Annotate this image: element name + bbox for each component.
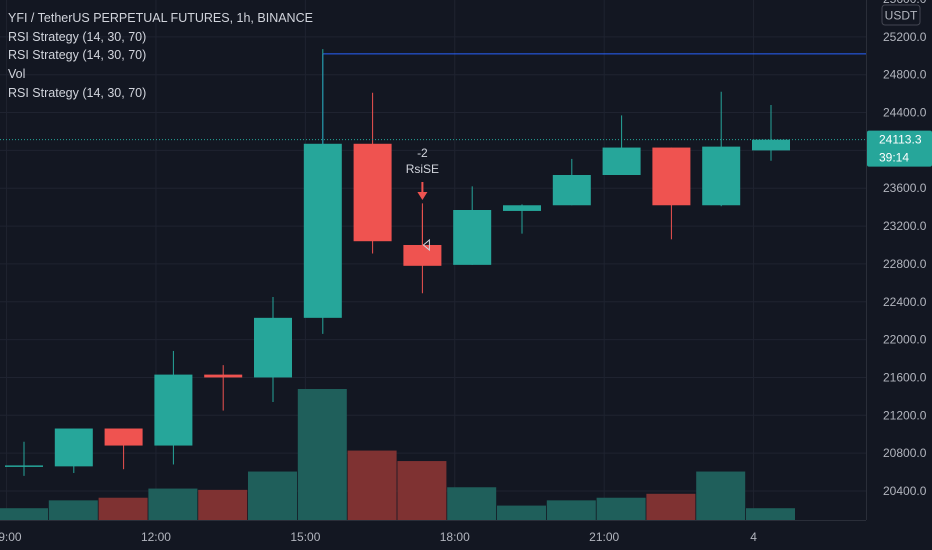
price-tick-label: 24400.0	[883, 106, 927, 120]
volume-bar	[347, 450, 397, 520]
time-axis[interactable]: 09:00 12:00 15:00 18:00 21:00 4	[0, 530, 757, 544]
indicator-vol[interactable]: Vol	[8, 67, 26, 82]
candle-body[interactable]	[54, 428, 93, 467]
volume-bar	[48, 500, 98, 520]
candle-body[interactable]	[104, 428, 143, 446]
signal-value-label: -2	[417, 146, 428, 160]
volume-bar	[397, 461, 447, 520]
price-tick-label: 21200.0	[883, 408, 927, 422]
volume-bar	[447, 487, 497, 520]
strategy-signal: -2 RsiSE	[406, 146, 439, 252]
volume-bar	[297, 389, 347, 520]
currency-label: USDT	[885, 9, 918, 23]
currency-badge-box	[881, 4, 921, 26]
volume-bar	[746, 508, 795, 520]
indicator-rsi-3[interactable]: RSI Strategy (14, 30, 70)	[8, 85, 147, 100]
price-tick-label: 23200.0	[883, 219, 927, 233]
time-tick-label: 4	[750, 530, 757, 544]
price-tick-label: 25200.0	[883, 30, 927, 44]
price-tick-label: 20800.0	[883, 446, 927, 460]
currency-badge[interactable]: USDT	[881, 4, 921, 26]
price-tick-label: 25600.0	[883, 0, 927, 6]
time-tick-label: 09:00	[0, 530, 22, 544]
time-tick-label: 21:00	[589, 530, 619, 544]
volume-bar	[596, 497, 646, 520]
candle-body[interactable]	[5, 465, 43, 467]
price-tick-label: 23600.0	[883, 181, 927, 195]
volume-bar	[148, 488, 198, 520]
last-price-box	[867, 130, 932, 167]
candle-body[interactable]	[503, 205, 541, 211]
chart-legend: YFI / TetherUS PERPETUAL FUTURES, 1h, BI…	[8, 9, 313, 103]
symbol-title[interactable]: YFI / TetherUS PERPETUAL FUTURES, 1h, BI…	[8, 11, 313, 25]
signal-arrow-icon	[417, 192, 428, 200]
indicator-rsi-2[interactable]: RSI Strategy (14, 30, 70)	[8, 48, 147, 63]
volume-bars	[0, 389, 795, 520]
time-tick-label: 18:00	[440, 530, 470, 544]
candle-body[interactable]	[353, 143, 392, 242]
candlesticks[interactable]	[5, 49, 790, 476]
volume-bar	[0, 508, 48, 520]
candle-body[interactable]	[154, 374, 193, 446]
price-axis[interactable]: 20400.0 20800.0 21200.0 21600.0 22000.0 22400…	[883, 0, 927, 498]
time-tick-label: 15:00	[290, 530, 320, 544]
last-price-label: 24113.3	[879, 133, 922, 147]
price-tick-label: 24800.0	[883, 68, 927, 82]
candle-body[interactable]	[652, 147, 691, 206]
time-tick-label: 12:00	[141, 530, 171, 544]
volume-bar	[546, 500, 596, 520]
volume-bar	[98, 497, 148, 520]
candle-body[interactable]	[204, 374, 243, 378]
price-tick-label: 21600.0	[883, 370, 927, 384]
countdown-label: 39:14	[879, 151, 909, 165]
price-tick-label: 22000.0	[883, 333, 927, 347]
volume-bar	[497, 505, 546, 520]
volume-bar	[198, 489, 248, 520]
price-tick-label: 20400.0	[883, 484, 927, 498]
signal-name-label: RsiSE	[406, 162, 439, 176]
signal-pointer-icon	[422, 238, 430, 252]
price-tick-label: 22800.0	[883, 257, 927, 271]
price-tick-label: 22400.0	[883, 295, 927, 309]
candle-body[interactable]	[254, 317, 292, 378]
volume-bar	[646, 493, 696, 520]
indicator-rsi-1[interactable]: RSI Strategy (14, 30, 70)	[8, 29, 147, 44]
last-price-tag: 24113.3 39:14	[867, 130, 932, 167]
volume-bar	[696, 471, 746, 520]
candle-body[interactable]	[303, 143, 342, 318]
volume-bar	[248, 471, 297, 520]
candle-body[interactable]	[453, 209, 492, 265]
candle-body[interactable]	[552, 174, 591, 206]
candle-body[interactable]	[702, 146, 741, 206]
candle-body[interactable]	[403, 245, 442, 266]
candle-body[interactable]	[752, 139, 790, 151]
candle-body[interactable]	[602, 147, 641, 175]
